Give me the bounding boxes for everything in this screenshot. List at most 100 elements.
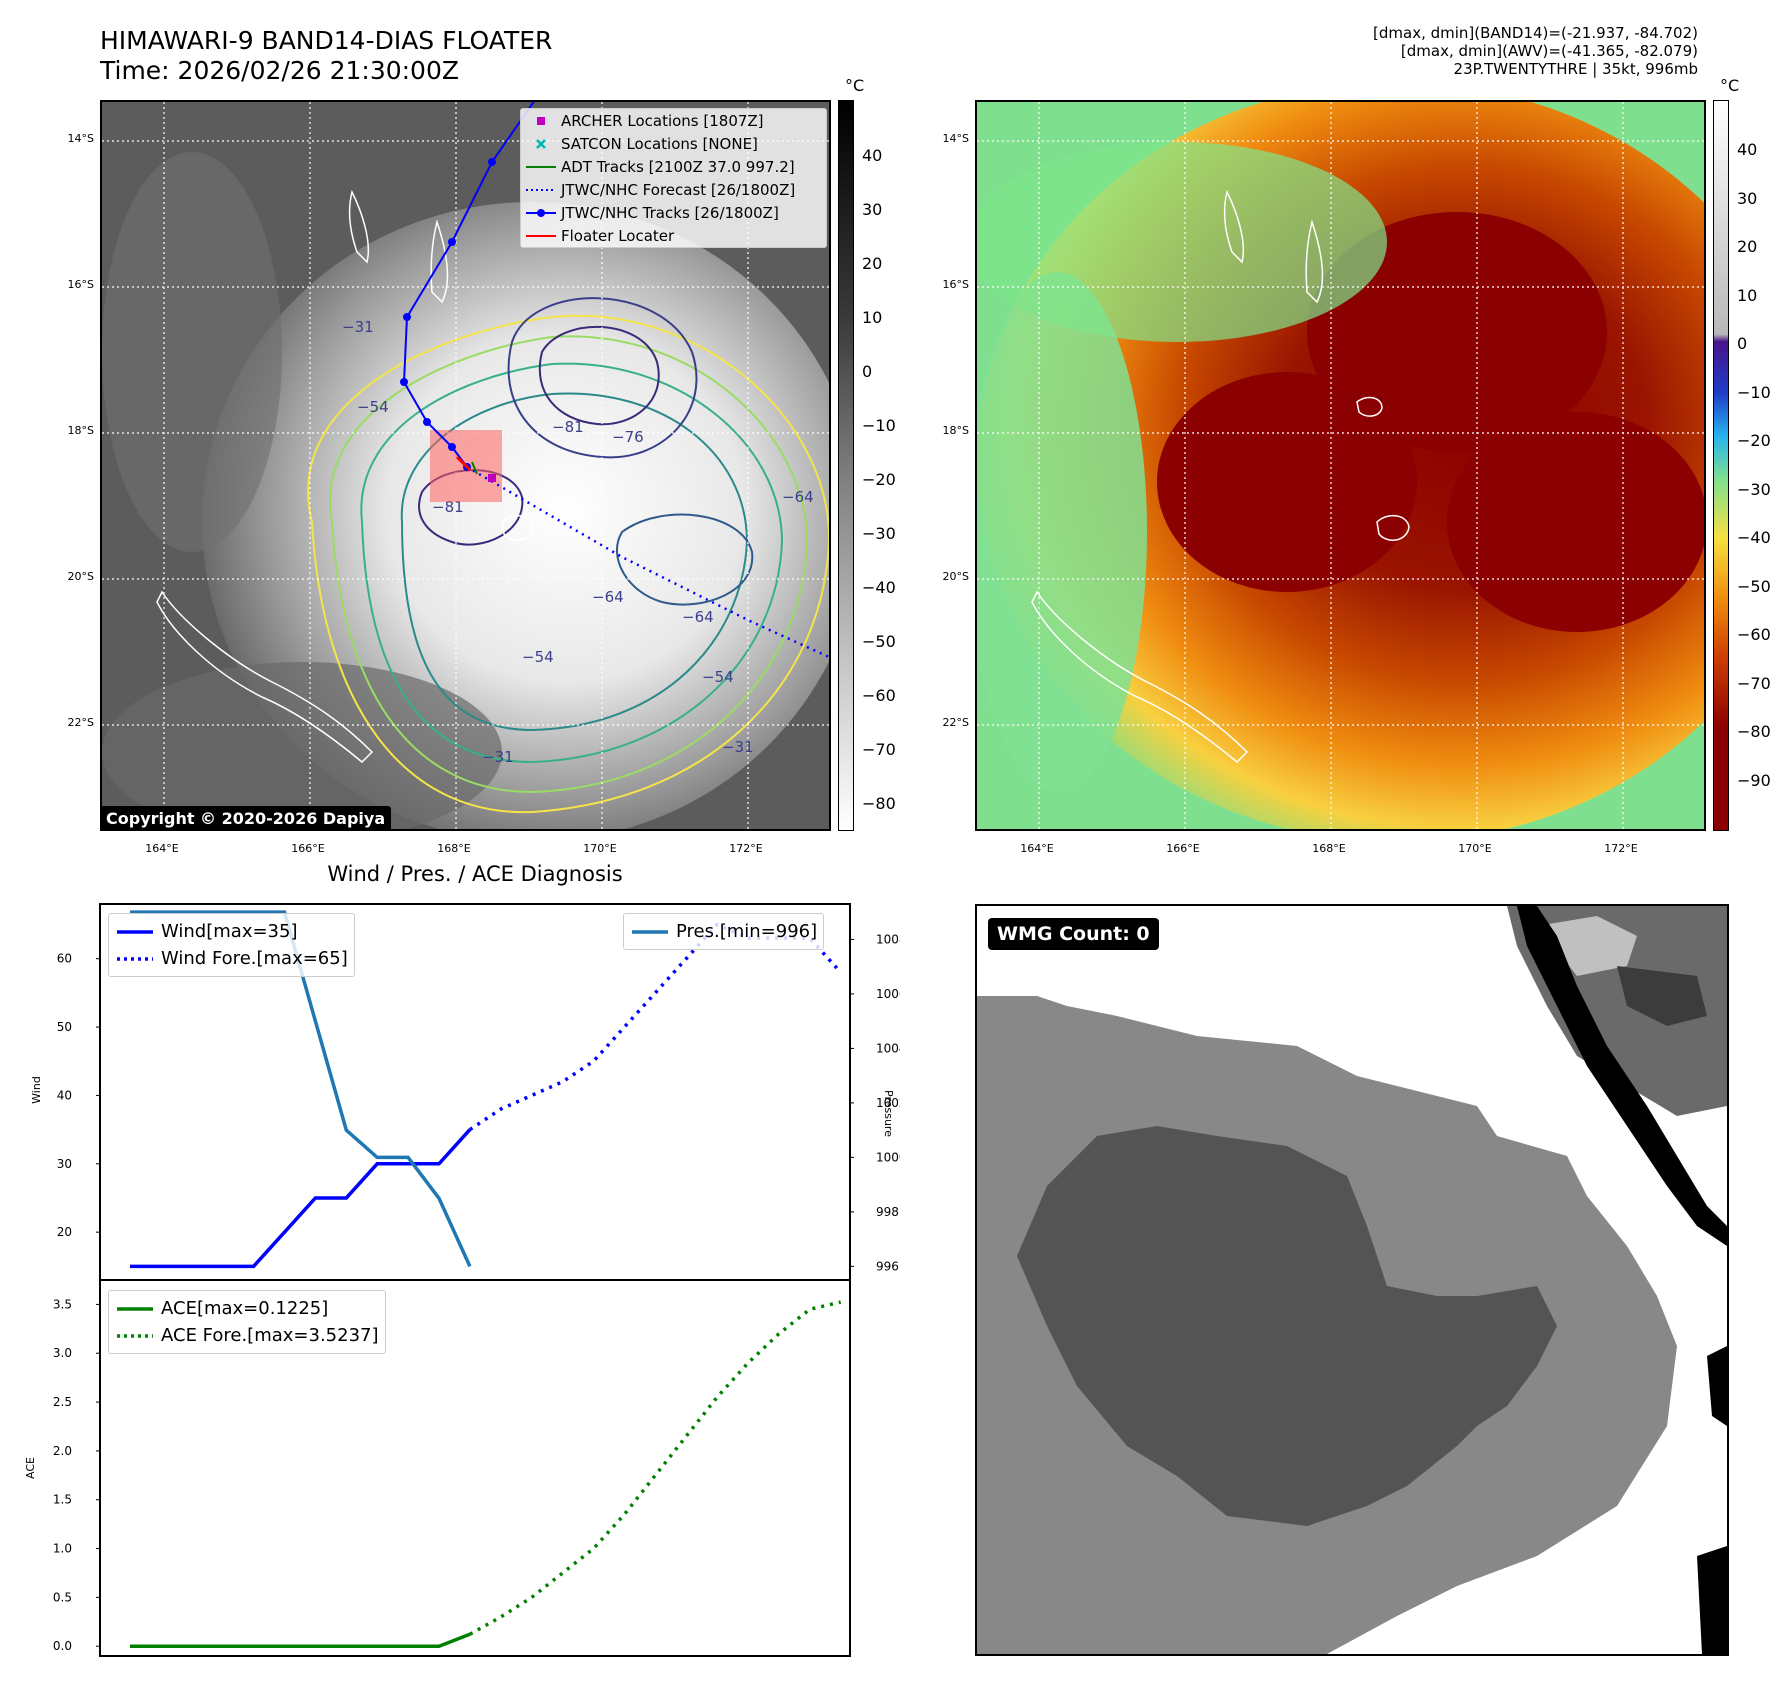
legend-label: JTWC/NHC Forecast [26/1800Z] (561, 180, 796, 199)
ace-tick-label: 0.0 (53, 1639, 72, 1653)
color-colorbar-tick: −60 (1737, 625, 1771, 644)
wind-tick-label: 30 (57, 1157, 72, 1171)
color-colorbar-tick: −80 (1737, 722, 1771, 741)
color-colorbar-unit: °C (1720, 76, 1740, 95)
legend-wind-fore: Wind Fore.[max=65] (115, 945, 348, 972)
pressure-legend: Pres.[min=996] (623, 913, 825, 950)
color-colorbar-tick: −50 (1737, 576, 1771, 596)
wind-tick-label: 60 (57, 952, 72, 966)
color-colorbar-tick: −30 (1737, 479, 1771, 499)
pressure-tick-label: 998 (876, 1205, 899, 1219)
ace-tick-label: 1.5 (53, 1493, 72, 1507)
figure-time: Time: 2026/02/26 21:30:00Z (100, 56, 459, 85)
lon-tick-label: 164°E (1020, 842, 1054, 855)
legend-label: Wind Fore.[max=65] (161, 948, 348, 969)
wmg-black-band (1517, 906, 1727, 1246)
lat-tick-label: 20°S (942, 570, 969, 583)
pressure-tick-label: 1004 (876, 1041, 900, 1055)
contour-label: −64 (682, 608, 714, 626)
dotted-line-icon (115, 1332, 155, 1340)
ace-ylabel: ACE (24, 1457, 37, 1479)
contour-label: −64 (592, 588, 624, 606)
legend-ace: ACE[max=0.1225] (115, 1295, 379, 1322)
ace-plot: 0.0 0.5 1.0 1.5 2.0 2.5 3.0 3.5 (53, 1297, 842, 1653)
legend-pressure: Pres.[min=996] (630, 918, 817, 945)
ace-tick-label: 0.5 (53, 1590, 72, 1604)
contour-label: −76 (612, 428, 644, 446)
color-colorbar-tick: −10 (1737, 382, 1771, 402)
contour-label: −31 (342, 318, 374, 336)
contour-label: −54 (702, 668, 734, 686)
square-marker-icon (521, 115, 561, 127)
wind-tick-label: 40 (57, 1088, 72, 1102)
wind-legend: Wind[max=35] Wind Fore.[max=65] (108, 913, 355, 977)
lat-tick-label: 18°S (942, 424, 969, 437)
lat-tick-label: 16°S (67, 278, 94, 291)
legend-label: SATCON Locations [NONE] (561, 134, 758, 153)
color-colorbar-tick: 40 (1737, 140, 1758, 159)
contour-label: −31 (722, 738, 754, 756)
gray-colorbar-tick: −30 (862, 524, 896, 543)
lon-tick-label: 172°E (1604, 842, 1638, 855)
legend-satcon: SATCON Locations [NONE] (521, 132, 826, 155)
legend-label: Floater Locater (561, 226, 675, 245)
wmg-dark-region (1017, 1126, 1557, 1526)
lat-tick-label: 14°S (67, 132, 94, 145)
lon-tick-label: 166°E (291, 842, 325, 855)
color-colorbar-tick: −40 (1737, 528, 1771, 547)
gray-colorbar-tick: −80 (862, 794, 896, 813)
color-colorbar-tick: 0 (1737, 334, 1748, 353)
ace-legend: ACE[max=0.1225] ACE Fore.[max=3.5237] (108, 1290, 386, 1354)
legend-label: ADT Tracks [2100Z 37.0 997.2] (561, 157, 795, 176)
ace-tick-label: 2.0 (53, 1444, 72, 1458)
legend-label: Wind[max=35] (161, 921, 298, 942)
wmg-count-badge: WMG Count: 0 (988, 918, 1159, 950)
color-colorbar-tick: −90 (1737, 770, 1771, 790)
lat-tick-label: 18°S (67, 424, 94, 437)
line-dot-icon (521, 208, 561, 218)
gray-colorbar (838, 100, 854, 831)
wmg-panel (975, 904, 1729, 1656)
stats-block: [dmax, dmin](BAND14)=(-21.937, -84.702) … (1373, 24, 1698, 78)
contour-label: −31 (482, 748, 514, 766)
gray-colorbar-tick: 20 (862, 254, 883, 273)
lat-tick-label: 20°S (67, 570, 94, 583)
ir-gray-map: −31 −54 −76 −81 −81 −54 −64 −64 −54 −31 … (100, 100, 831, 831)
gray-colorbar-unit: °C (845, 76, 865, 95)
contour-label: −54 (522, 648, 554, 666)
gray-colorbar-tick: −70 (862, 740, 896, 759)
legend-label: ACE[max=0.1225] (161, 1298, 329, 1319)
legend-forecast: JTWC/NHC Forecast [26/1800Z] (521, 178, 826, 201)
line-icon (521, 163, 561, 171)
legend-ace-fore: ACE Fore.[max=3.5237] (115, 1322, 379, 1349)
ir-color-map (975, 100, 1706, 831)
color-colorbar-tick: 20 (1737, 237, 1758, 256)
series-line-ace (130, 1632, 471, 1648)
x-marker-icon (521, 138, 561, 150)
legend-label: Pres.[min=996] (676, 921, 818, 942)
ace-tick-label: 1.0 (53, 1542, 72, 1556)
lon-tick-label: 164°E (145, 842, 179, 855)
pressure-tick-label: 1006 (876, 987, 900, 1001)
gray-colorbar-tick: −10 (862, 416, 896, 435)
band14-stats: [dmax, dmin](BAND14)=(-21.937, -84.702) (1373, 24, 1698, 42)
lat-tick-label: 14°S (942, 132, 969, 145)
figure-title: HIMAWARI-9 BAND14-DIAS FLOATER (100, 26, 553, 55)
gray-colorbar-tick: 0 (862, 362, 873, 381)
wind-ylabel: Wind (30, 1076, 43, 1104)
adt-track-line (471, 461, 478, 475)
ir-color-map-svg (977, 102, 1704, 829)
jtwc-track-line (402, 102, 535, 468)
wind-tick-label: 50 (57, 1020, 72, 1034)
color-colorbar (1713, 100, 1729, 831)
legend-label: JTWC/NHC Tracks [26/1800Z] (561, 203, 779, 222)
awv-stats: [dmax, dmin](AWV)=(-41.365, -82.079) (1400, 42, 1698, 60)
legend-archer: ARCHER Locations [1807Z] (521, 109, 826, 132)
legend-wind: Wind[max=35] (115, 918, 348, 945)
lon-tick-label: 170°E (1458, 842, 1492, 855)
gray-colorbar-tick: 30 (862, 200, 883, 219)
ace-tick-label: 2.5 (53, 1395, 72, 1409)
archer-location (488, 474, 496, 482)
